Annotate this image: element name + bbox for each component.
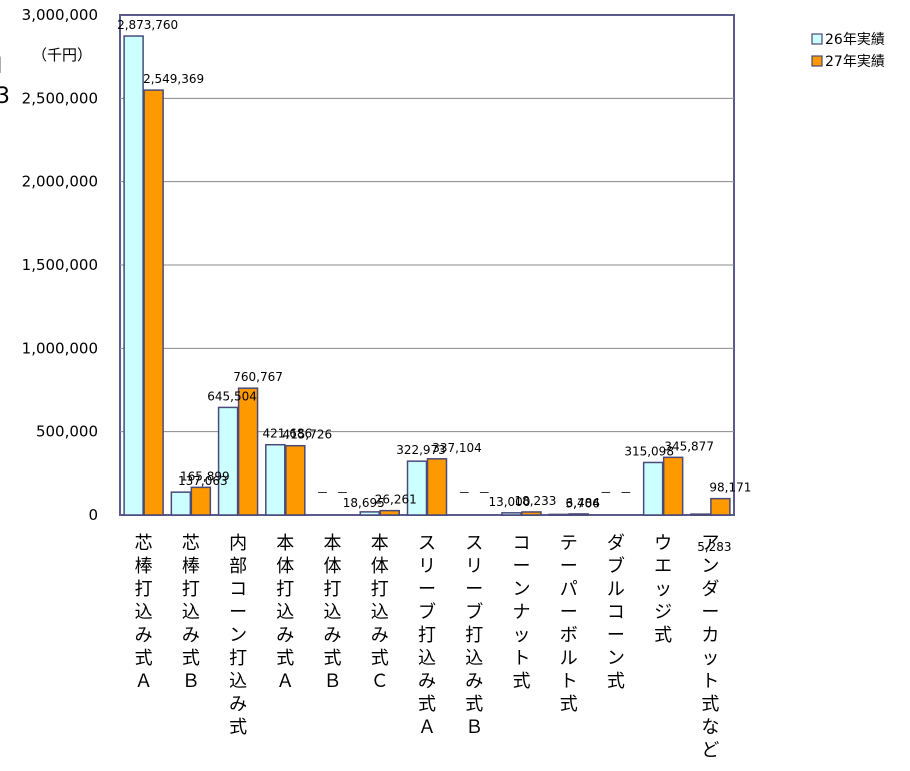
bar-fy26 — [690, 513, 711, 516]
bar-fy27 — [521, 511, 542, 516]
y-tick-label: 500,000 — [36, 423, 98, 441]
x-category-label: 本体打込み式Ａ — [276, 533, 294, 692]
y-tick-label: 2,000,000 — [22, 173, 98, 191]
bar-fy27 — [379, 509, 401, 516]
bar-fy26 — [642, 461, 664, 516]
data-label: 760,767 — [233, 370, 283, 384]
x-category-label: 芯棒打込み式Ｂ — [182, 533, 200, 692]
legend: 26年実績 27年実績 — [811, 32, 885, 70]
x-category-label: 内部コーン打込み式 — [229, 533, 247, 738]
y-tick-label: 3,000,000 — [22, 6, 98, 24]
data-label-dash: － — [600, 486, 612, 500]
x-category-label: ウエッジ式 — [654, 533, 672, 646]
x-category-label: スリーブ打込み式Ａ — [418, 533, 436, 738]
legend-label: 27年実績 — [825, 54, 885, 70]
y-tick-label: 0 — [88, 506, 98, 524]
legend-label: 26年実績 — [825, 32, 885, 48]
bar-fy27 — [143, 89, 164, 516]
data-label: 98,171 — [709, 481, 751, 495]
bar-fy26 — [548, 513, 569, 516]
x-category-label: ダブルコーン式 — [607, 533, 625, 692]
bar-fy27 — [662, 456, 684, 516]
data-label: 421,686 — [262, 427, 312, 441]
y-tick-label: 1,500,000 — [22, 256, 98, 274]
data-label-dash: － — [458, 486, 470, 500]
x-category-label: アンダーカット式など — [701, 533, 719, 761]
bar-fy26 — [217, 406, 239, 516]
x-category-label: コーンナット式 — [512, 533, 530, 692]
legend-swatch — [811, 33, 823, 45]
bar-fy26 — [265, 443, 286, 516]
bar-fy27 — [568, 513, 589, 516]
data-label: 26,261 — [375, 493, 417, 507]
data-label: 2,549,369 — [143, 72, 204, 86]
data-label: 645,504 — [207, 389, 257, 403]
data-label: 415,726 — [282, 428, 332, 442]
side-fragment-1: I — [0, 56, 3, 78]
bar-fy26 — [501, 512, 522, 516]
data-label: 165,899 — [180, 469, 230, 483]
x-category-label: テーパーボルト式 — [560, 533, 578, 715]
bar-fy26 — [123, 35, 144, 516]
unit-label: （千円） — [32, 46, 92, 64]
x-category-label: 本体打込み式Ｂ — [324, 533, 342, 692]
bar-fy27 — [426, 458, 448, 516]
bar-fy27 — [237, 387, 259, 516]
x-category-label: 本体打込み式Ｃ — [371, 533, 389, 692]
data-label: 137,063 — [178, 474, 228, 488]
y-tick-label: 1,000,000 — [22, 339, 98, 357]
data-label: 6,484 — [566, 496, 600, 510]
x-category-label: スリーブ打込み式Ｂ — [465, 533, 483, 738]
data-label: 2,873,760 — [117, 18, 178, 32]
bar-fy26 — [170, 491, 192, 516]
data-label: 18,695 — [343, 496, 385, 510]
x-category-label: 芯棒打込み式Ａ — [135, 533, 153, 692]
bar-fy27 — [710, 497, 731, 516]
data-label: 322,973 — [396, 443, 446, 457]
data-label: 13,000 — [488, 495, 530, 509]
legend-swatch — [811, 55, 823, 67]
bar-fy27 — [285, 444, 306, 516]
data-label-dash: － — [337, 486, 349, 500]
data-label: 345,877 — [664, 439, 714, 453]
data-label: 5,283 — [697, 540, 731, 554]
data-label: 18,233 — [514, 494, 556, 508]
bar-fy26 — [359, 511, 381, 516]
data-label-dash: － — [317, 486, 329, 500]
data-label-dash: － — [478, 486, 490, 500]
data-label: 3,706 — [566, 496, 600, 510]
data-label-dash: － — [620, 486, 632, 500]
data-label: 315,098 — [624, 444, 674, 458]
data-label: 337,104 — [432, 441, 482, 455]
y-tick-label: 2,500,000 — [22, 89, 98, 107]
bar-fy27 — [190, 486, 212, 516]
bar-fy26 — [406, 460, 428, 516]
side-fragment-2: 3 — [0, 84, 10, 109]
